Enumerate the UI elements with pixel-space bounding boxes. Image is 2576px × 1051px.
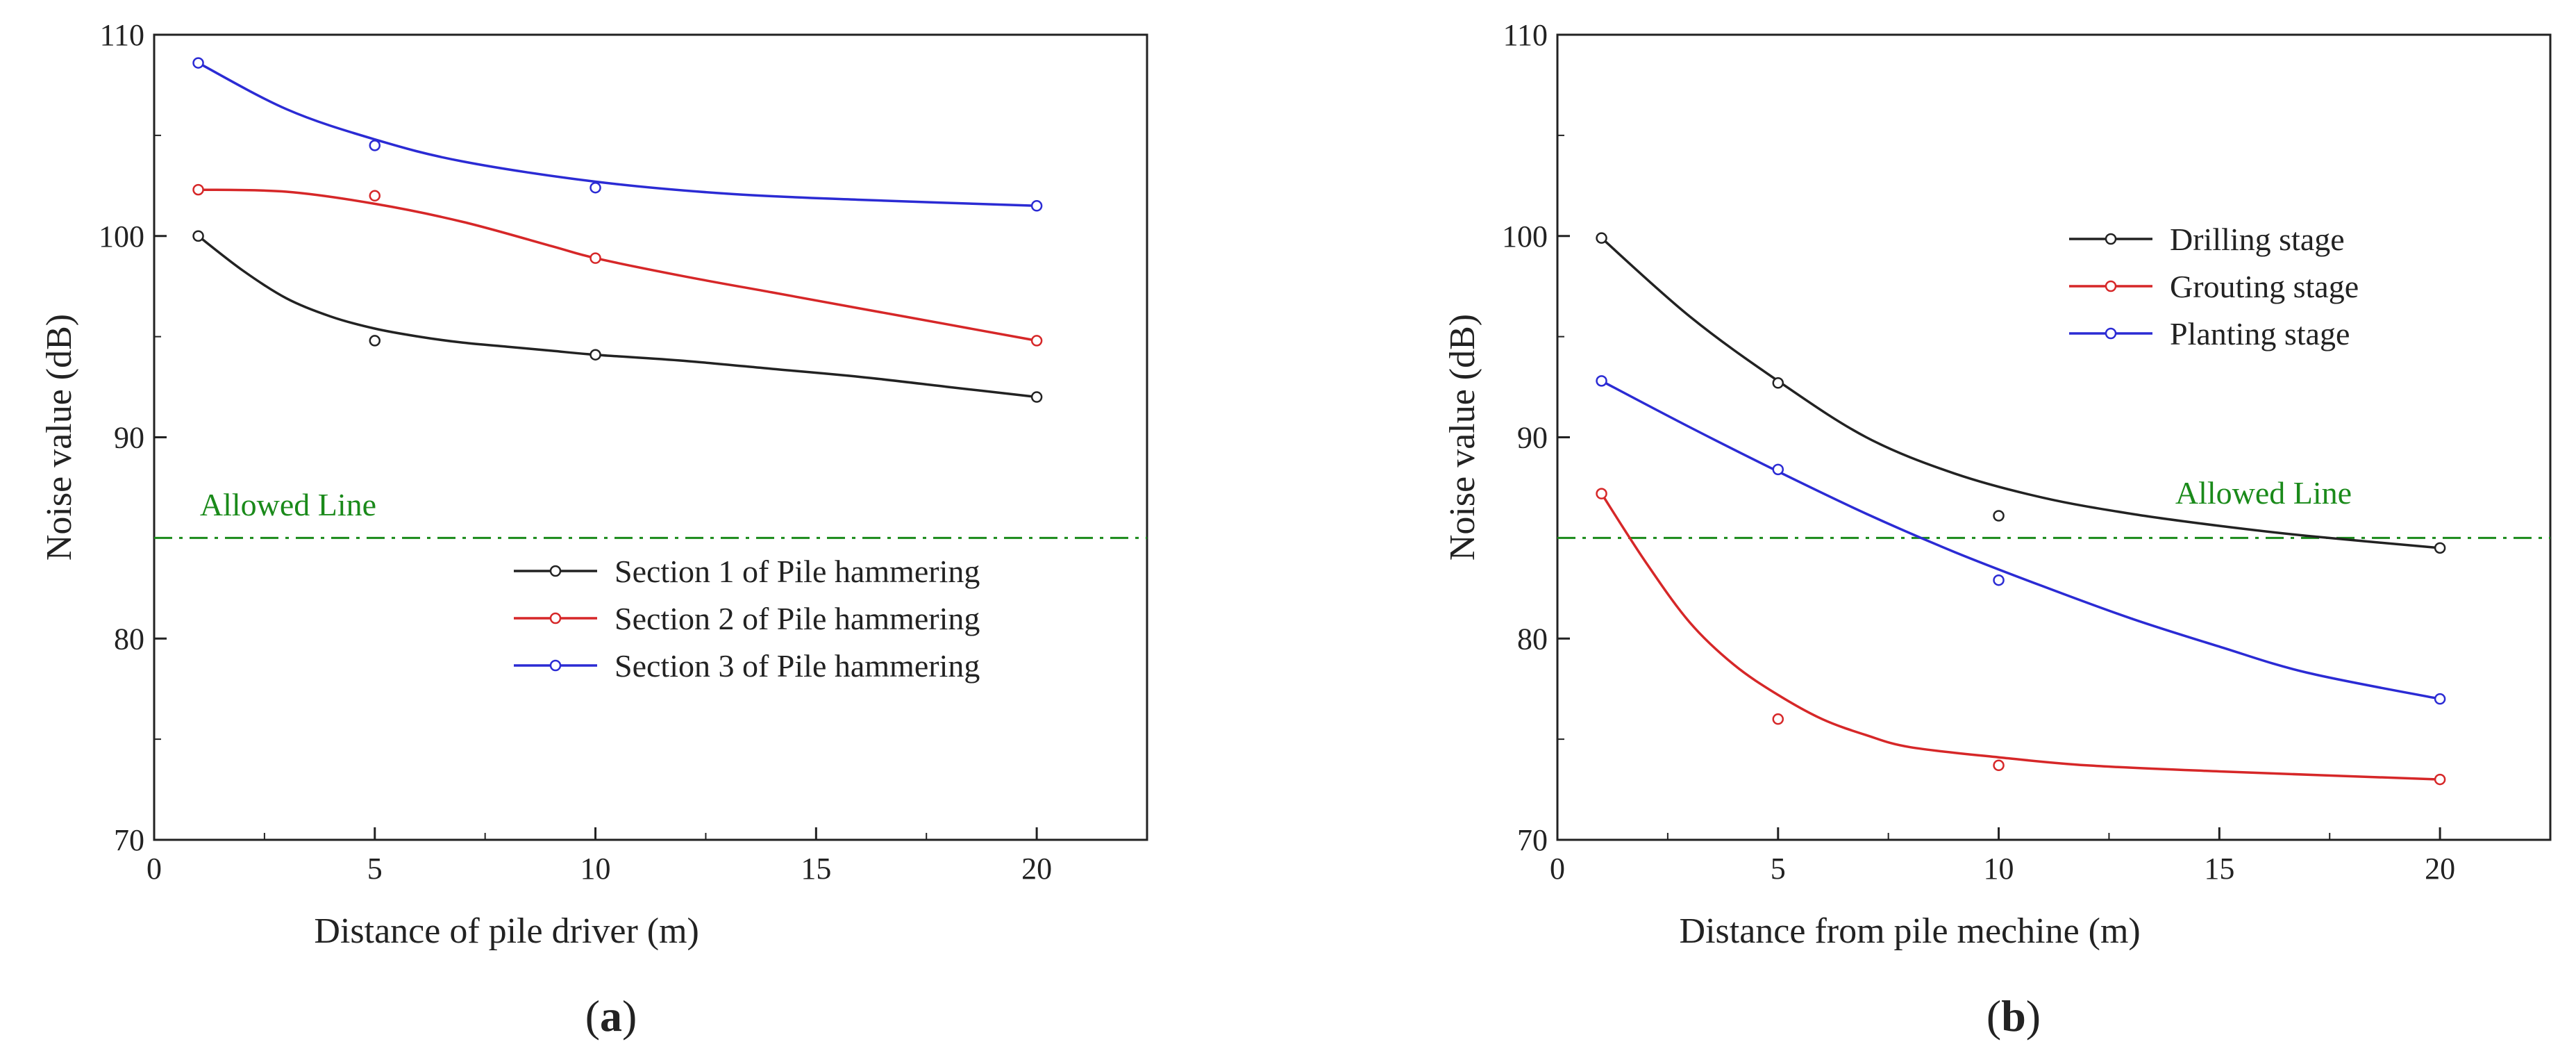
panel-label-a-letter: a [600,991,622,1041]
data-point [2434,693,2446,705]
data-point [1993,510,2005,522]
x-tick-label: 0 [147,852,162,886]
y-axis-label-a: Noise value (dB) [40,314,79,561]
y-tick-label: 70 [1517,823,1548,857]
allowed-line-label-a: Allowed Line [200,487,376,522]
chart-panel-b: 70 80 90 100 110 0 5 10 15 20 Allowed Line Drill… [1443,18,2552,1041]
chart-panel-a: 70 80 90 100 110 0 5 10 15 20 Allowed Line Secti… [40,18,1148,1041]
x-tick-label: 15 [2204,852,2234,886]
x-tick-label: 20 [2425,852,2455,886]
data-point [369,140,381,151]
data-point [192,183,204,196]
data-point [1030,200,1043,212]
x-axis-label-b: Distance from pile mechine (m) [1680,911,2141,951]
series-line-1 [197,235,1037,399]
legend-label: Drilling stage [2170,222,2345,257]
y-tick-label: 100 [1502,220,1548,254]
x-tick-label: 10 [1984,852,2014,886]
x-tick-label: 20 [1021,852,1052,886]
data-point [1596,375,1607,387]
panel-label-b-close: ) [2026,991,2041,1041]
data-point [1772,377,1784,389]
x-axis-label-a: Distance of pile driver (m) [314,911,699,951]
legend-swatch-marker [549,612,562,624]
x-tick-label: 0 [1550,852,1565,886]
data-point [2434,773,2446,786]
legend-swatch-marker [2105,280,2117,292]
x-tick-label: 5 [1771,852,1786,886]
y-axis-label-b: Noise value (dB) [1443,314,1482,561]
y-tick-label: 110 [1503,18,1548,52]
legend-label: Section 1 of Pile hammering [614,554,980,589]
data-point [192,57,204,69]
data-point [1993,759,2005,772]
series-line-1 [1600,237,2441,549]
panel-label-b: (b) [1987,991,2041,1041]
panel-label-b-letter: b [2001,991,2026,1041]
legend-swatch-marker [2105,233,2117,245]
data-point [589,349,601,361]
data-point [589,252,601,264]
x-tick-label: 15 [801,852,831,886]
data-point [1772,713,1784,725]
data-point [589,181,601,194]
data-point [1993,574,2005,586]
y-tick-label: 80 [1517,622,1548,656]
data-point [1030,391,1043,403]
panel-label-a-close: ) [622,991,637,1041]
panel-label-a-open: ( [585,991,600,1041]
series-line-3 [197,62,1037,208]
allowed-line-label-b: Allowed Line [2175,475,2352,511]
y-tick-label: 110 [100,18,144,52]
legend-label: Section 2 of Pile hammering [614,601,980,636]
panel-label-a: (a) [585,991,637,1041]
series-line-2 [1600,493,2441,781]
data-point [369,190,381,202]
y-tick-label: 90 [1517,421,1548,455]
data-point [192,230,204,242]
panel-label-b-open: ( [1987,991,2001,1041]
plot-frame-b [1556,33,2552,841]
y-tick-label: 80 [114,622,144,656]
plot-frame-a [153,33,1148,841]
data-point [1596,488,1607,499]
y-tick-label: 90 [114,421,144,455]
series-line-3 [1600,379,2441,700]
legend-label: Grouting stage [2170,269,2359,304]
data-point [369,335,381,347]
legend-label: Planting stage [2170,316,2350,351]
x-tick-label: 5 [367,852,383,886]
legend-swatch-marker [549,659,562,672]
data-point [2434,542,2446,554]
series-line-2 [198,188,1037,342]
y-tick-label: 70 [114,823,144,857]
data-point [1772,463,1784,476]
y-tick-label: 100 [99,220,144,254]
data-point [1596,232,1607,244]
legend-swatch-marker [549,565,562,577]
x-tick-label: 10 [580,852,611,886]
legend-label: Section 3 of Pile hammering [614,648,980,684]
data-point [1030,335,1043,347]
legend-swatch-marker [2105,327,2117,340]
